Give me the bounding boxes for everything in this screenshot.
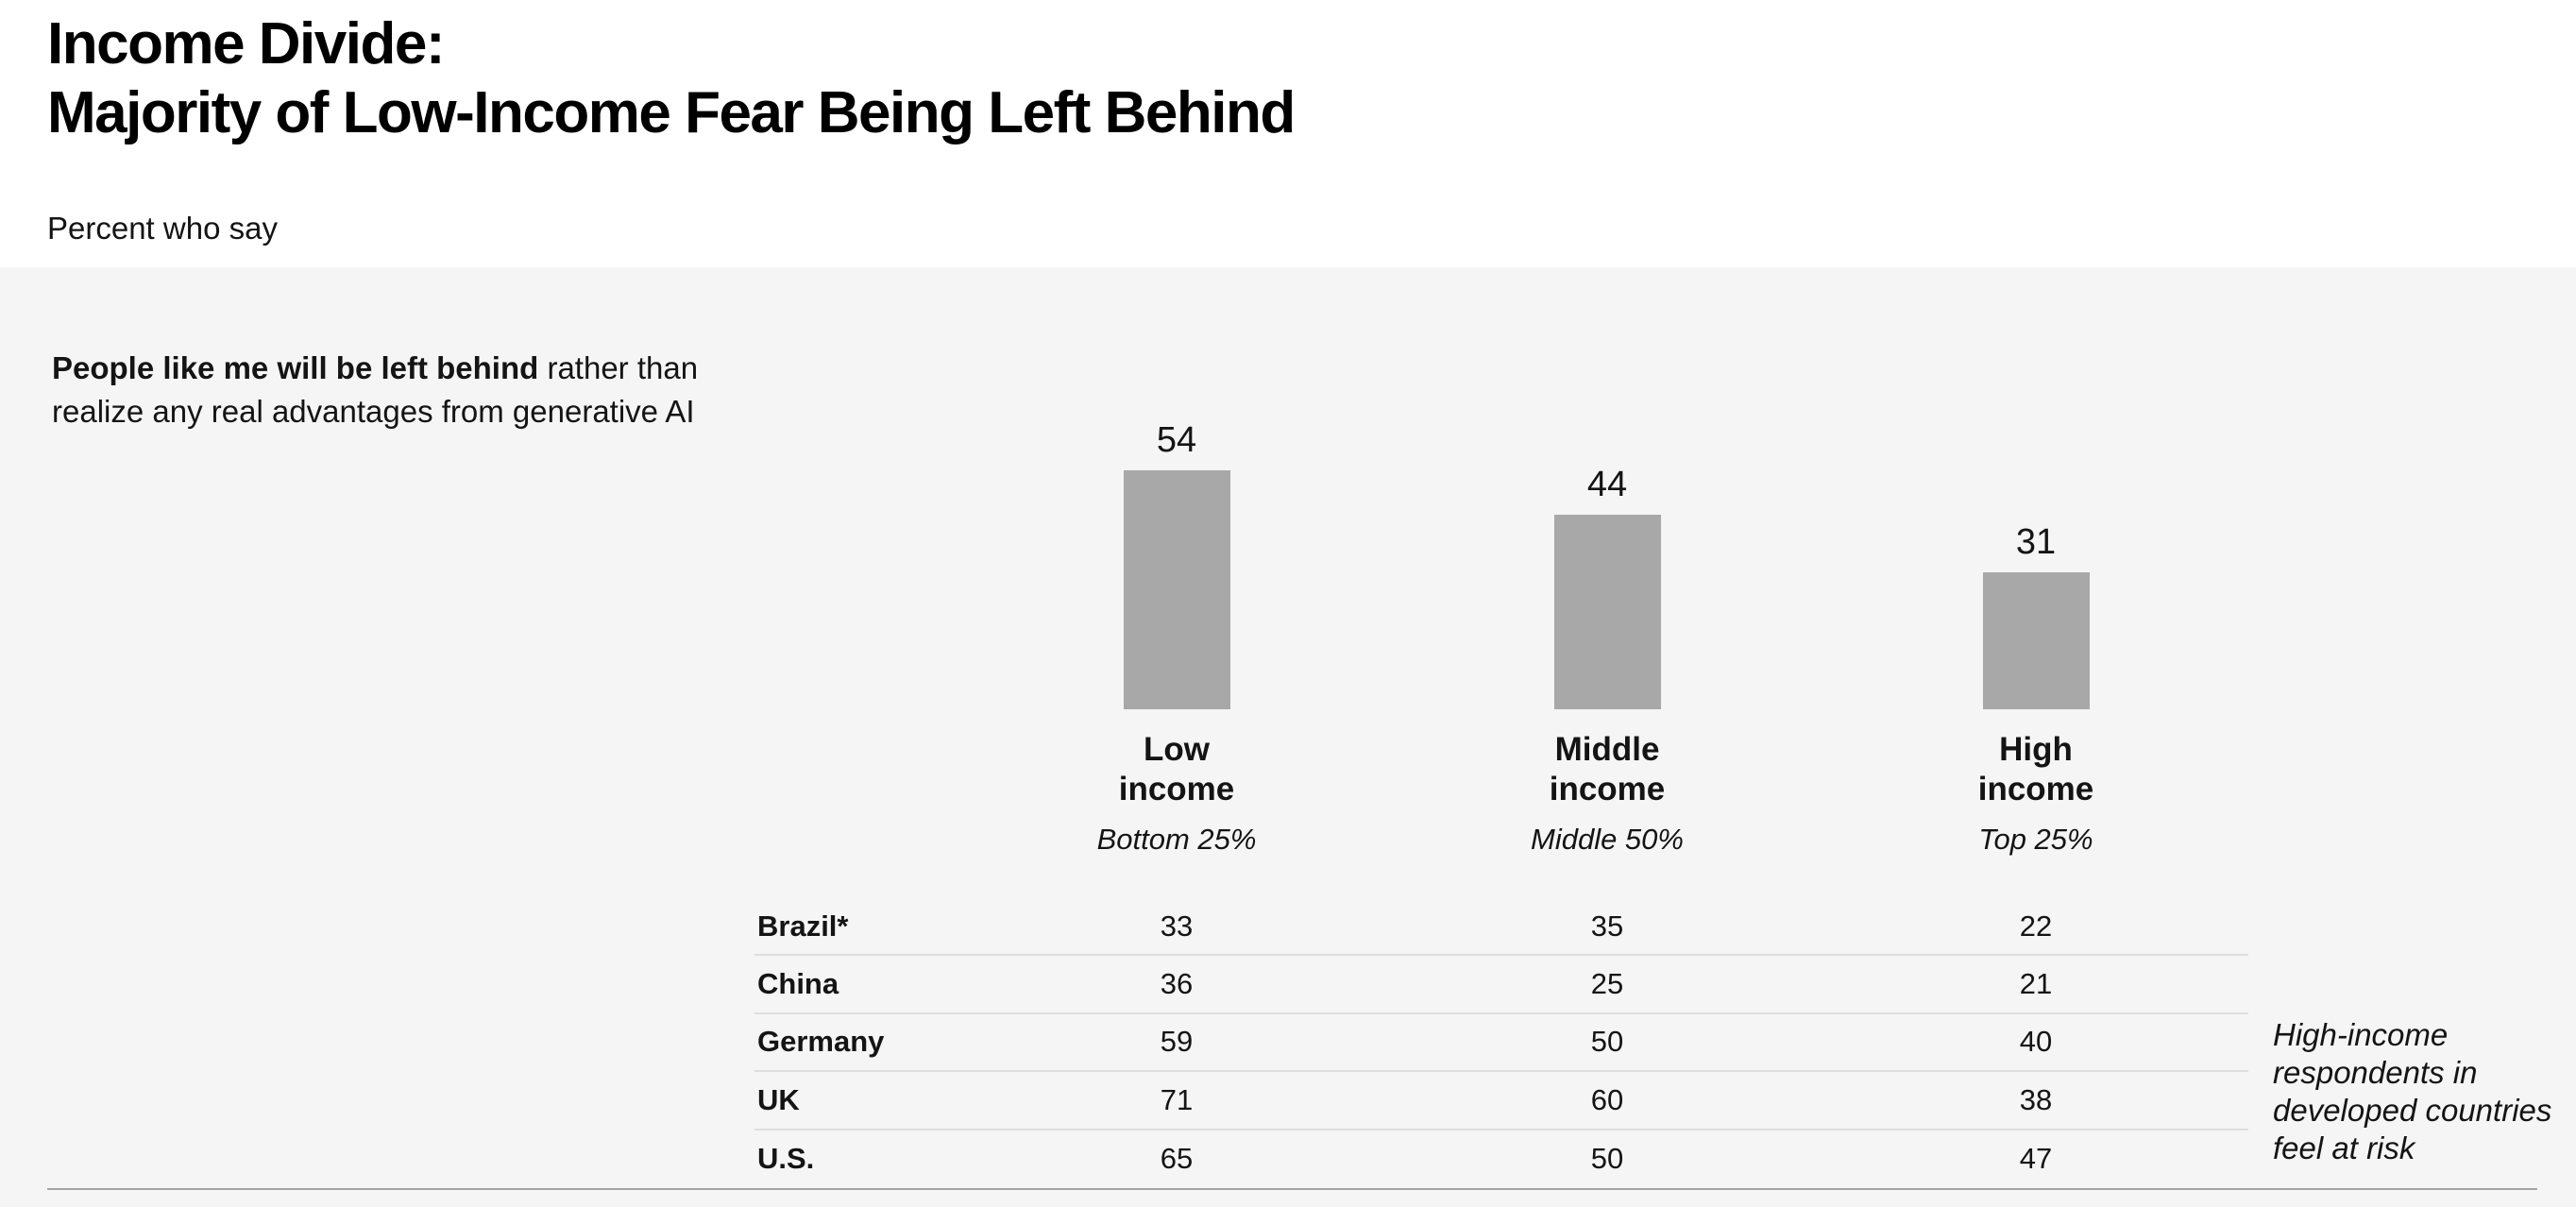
country-value: 50: [1590, 1142, 1624, 1176]
country-value: 25: [1590, 967, 1624, 1001]
bar-value-label: 31: [2015, 522, 2057, 562]
country-value: 47: [2019, 1142, 2053, 1176]
title-line-1: Income Divide:: [47, 11, 445, 76]
country-value: 71: [1160, 1082, 1194, 1116]
bar-value-label: 44: [1586, 465, 1628, 504]
country-label: U.S.: [757, 1142, 815, 1176]
country-label: Germany: [757, 1025, 885, 1059]
chart-panel: People like me will be left behind rathe…: [0, 267, 2576, 1207]
country-value: 35: [1590, 909, 1624, 943]
country-label: China: [757, 967, 839, 1001]
country-label: UK: [757, 1082, 800, 1116]
country-table: Brazil* 33 35 22 China 36 25 21 Germany 59 50 40 UK 7…: [754, 898, 2248, 1188]
country-value: 33: [1160, 909, 1194, 943]
statement: People like me will be left behind rathe…: [52, 347, 902, 434]
statement-line2: realize any real advantages from generat…: [52, 394, 695, 429]
country-value: 36: [1160, 967, 1194, 1001]
statement-rest: rather than: [538, 350, 699, 385]
table-row: U.S. 65 50 47: [754, 1130, 2248, 1188]
category-label: Low income: [1118, 731, 1235, 808]
country-value: 22: [2019, 909, 2053, 943]
title-line-2: Majority of Low-Income Fear Being Left B…: [47, 80, 1296, 145]
bar: [1123, 470, 1230, 709]
bar: [1553, 515, 1661, 709]
table-row: Brazil* 33 35 22: [754, 898, 2248, 957]
page-title: Income Divide: Majority of Low-Income Fea…: [47, 9, 1296, 147]
country-value: 60: [1590, 1082, 1624, 1116]
table-row: UK 71 60 38: [754, 1072, 2248, 1130]
country-value: 21: [2019, 967, 2053, 1001]
table-row: China 36 25 21: [754, 956, 2248, 1014]
bar-value-label: 54: [1156, 420, 1197, 460]
country-value: 50: [1590, 1025, 1624, 1059]
page-subtitle: Percent who say: [47, 211, 278, 246]
bottom-rule: [47, 1188, 2537, 1190]
category-label: High income: [1977, 731, 2094, 808]
country-value: 59: [1160, 1025, 1194, 1059]
statement-bold: People like me will be left behind: [52, 350, 539, 385]
country-value: 38: [2019, 1082, 2053, 1116]
country-value: 65: [1160, 1142, 1194, 1176]
table-row: Germany 59 50 40: [754, 1014, 2248, 1073]
category-sublabel: Bottom 25%: [1096, 823, 1257, 856]
country-label: Brazil*: [757, 909, 849, 943]
bar-chart: 54 Low income Bottom 25% 44 Middle income Mid…: [0, 267, 2576, 1207]
category-sublabel: Middle 50%: [1531, 823, 1684, 856]
country-value: 40: [2019, 1025, 2053, 1059]
category-label: Middle income: [1549, 731, 1666, 808]
bar: [1982, 572, 2090, 709]
annotation: High-income respondents in developed cou…: [2273, 1017, 2552, 1165]
category-sublabel: Top 25%: [1978, 823, 2093, 856]
